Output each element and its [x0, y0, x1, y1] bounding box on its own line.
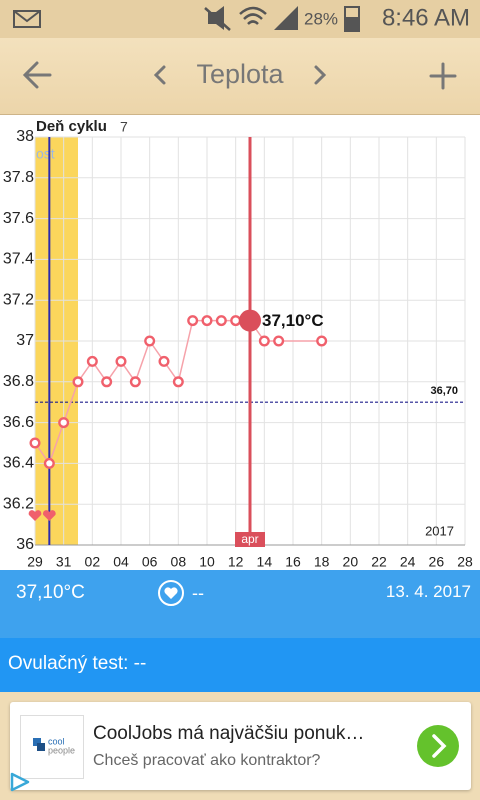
back-button[interactable] [22, 61, 52, 89]
temperature-point [144, 335, 156, 347]
month-badge [235, 532, 265, 547]
heart [28, 510, 42, 521]
month-label: apr [241, 532, 258, 546]
selected-value-label: 37,10°C [262, 311, 324, 330]
y-tick-label: 37 [16, 332, 34, 349]
selected-temperature: 37,10°C [16, 582, 85, 603]
intercourse-icon[interactable] [157, 579, 185, 607]
info-bar: 37,10°C -- 13. 4. 2017 [0, 570, 480, 638]
temperature-point [158, 355, 170, 367]
x-tick-label: 04 [113, 554, 129, 570]
temperature-point [58, 417, 70, 429]
ad-logo: cool people [20, 715, 84, 779]
temperature-point [86, 355, 98, 367]
wifi-icon [239, 6, 267, 25]
temperature-point [29, 437, 41, 449]
cycle-day: 7 [120, 119, 128, 135]
x-tick-label: 29 [27, 554, 43, 570]
app-bar-icons: Teplota [22, 59, 457, 90]
x-tick-label: 14 [257, 554, 273, 570]
ovulation-bar[interactable]: Ovulačný test: -- [0, 638, 480, 692]
y-tick-label: 36.4 [3, 455, 34, 472]
mute-slash [204, 7, 231, 31]
temperature-point [43, 457, 55, 469]
mail-icon [13, 10, 41, 28]
chart-background [0, 115, 480, 570]
x-tick-label: 18 [314, 554, 330, 570]
y-tick-label: 37.8 [3, 169, 34, 186]
add-button[interactable] [429, 62, 457, 90]
temperature-point [258, 335, 270, 347]
status-icons: 28% 8:46 AM [13, 4, 470, 32]
status-bar: 28% 8:46 AM [0, 0, 480, 38]
x-tick-label: 26 [429, 554, 445, 570]
temperature-point [316, 335, 328, 347]
cycle-day-label: Deň cyklu [36, 118, 107, 135]
ovulation-test: Ovulačný test: -- [8, 653, 147, 674]
x-tick-label: 08 [171, 554, 187, 570]
y-tick-label: 37.4 [3, 251, 34, 268]
prev-button[interactable] [153, 65, 166, 85]
battery-percent: 28% [304, 9, 338, 28]
y-tick-label: 36.6 [3, 414, 34, 431]
battery-level [345, 17, 359, 31]
ad-choices-icon[interactable] [8, 770, 32, 794]
y-tick-label: 36 [16, 536, 34, 553]
ad-button[interactable] [415, 723, 461, 769]
selected-date: 13. 4. 2017 [385, 582, 471, 601]
signal-icon [274, 6, 298, 30]
temperature-point [273, 335, 285, 347]
y-tick-label: 37.6 [3, 210, 34, 227]
temperature-point [230, 315, 242, 327]
x-tick-label: 24 [400, 554, 416, 570]
next-button[interactable] [314, 65, 327, 85]
temperature-point [201, 315, 213, 327]
ad-card[interactable]: cool people CoolJobs má najväčšiu ponuk…… [10, 702, 471, 790]
period-label: ost [36, 146, 55, 162]
temperature-point [129, 376, 141, 388]
y-tick-label: 36.2 [3, 495, 34, 512]
screen-title: Teplota [196, 59, 284, 89]
ad-title: CoolJobs má najväčšiu ponuk… [93, 723, 365, 744]
x-tick-label: 22 [371, 554, 387, 570]
ad-logo-text: people [48, 745, 75, 755]
clock: 8:46 AM [382, 4, 470, 31]
x-tick-label: 28 [457, 554, 473, 570]
y-tick-label: 38 [16, 128, 34, 145]
year-label: 2017 [425, 523, 454, 538]
x-tick-label: 06 [142, 554, 158, 570]
temperature-point [215, 315, 227, 327]
x-tick-label: 16 [285, 554, 301, 570]
ad-subtitle: Chceš pracovať ako kontraktor? [93, 752, 321, 769]
y-tick-label: 37.2 [3, 291, 34, 308]
intercourse-value: -- [192, 583, 204, 603]
x-tick-label: 20 [343, 554, 359, 570]
y-tick-label: 36.8 [3, 373, 34, 390]
x-tick-label: 02 [85, 554, 101, 570]
mail-icon-flap [13, 10, 41, 23]
temperature-point [187, 315, 199, 327]
x-tick-label: 10 [199, 554, 215, 570]
x-tick-label: 31 [56, 554, 72, 570]
heart [42, 510, 56, 521]
temperature-point [172, 376, 184, 388]
selected-point [239, 309, 261, 332]
ad-logo-art: cool people [33, 736, 75, 755]
ad-logo-text: cool [48, 736, 65, 746]
app-bar: Teplota [0, 38, 480, 116]
chart: 36 36.2 36.4 36.6 36.8 37 37.2 37.4 37.6 37.8 38 29… [0, 115, 480, 570]
temperature-point [101, 376, 113, 388]
temperature-point [115, 355, 127, 367]
cover-line-label: 36,70 [430, 385, 458, 397]
temperature-point [72, 376, 84, 388]
x-tick-label: 12 [228, 554, 244, 570]
